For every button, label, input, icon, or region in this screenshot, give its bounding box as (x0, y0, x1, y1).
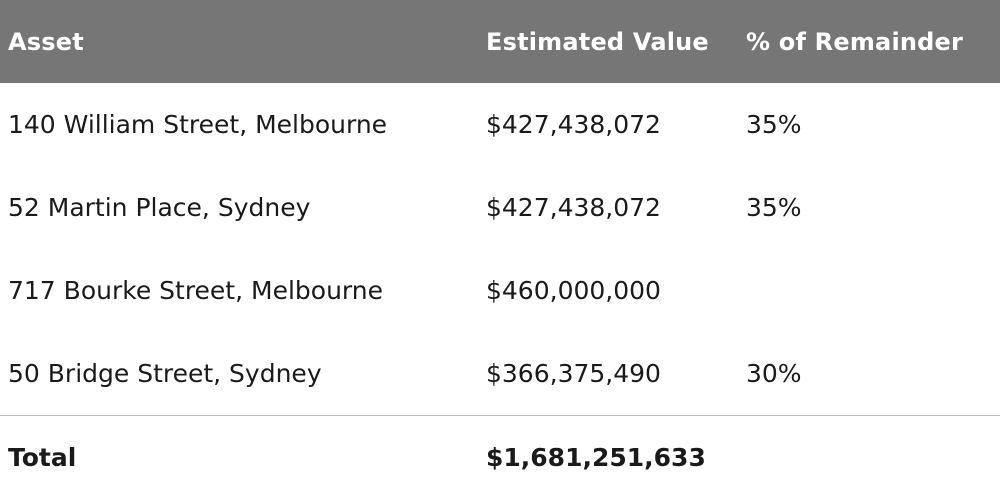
header-estimated-value: Estimated Value (486, 27, 709, 56)
percent-cell: 35% (746, 110, 802, 139)
header-asset: Asset (8, 27, 84, 56)
value-cell: $427,438,072 (486, 110, 661, 139)
table-row: 140 William Street, Melbourne $427,438,0… (0, 83, 1000, 166)
value-cell: $427,438,072 (486, 193, 661, 222)
asset-cell: 52 Martin Place, Sydney (8, 193, 311, 222)
table-row: 50 Bridge Street, Sydney $366,375,490 30… (0, 332, 1000, 415)
percent-cell: 35% (746, 193, 802, 222)
table-header-row: Asset Estimated Value % of Remainder (0, 0, 1000, 83)
header-percent-of-remainder: % of Remainder (746, 27, 964, 56)
total-label: Total (8, 443, 77, 472)
total-value: $1,681,251,633 (486, 443, 706, 472)
value-cell: $366,375,490 (486, 359, 661, 388)
asset-cell: 50 Bridge Street, Sydney (8, 359, 322, 388)
asset-cell: 717 Bourke Street, Melbourne (8, 276, 383, 305)
table-row: 52 Martin Place, Sydney $427,438,072 35% (0, 166, 1000, 249)
table-total-row: Total $1,681,251,633 (0, 415, 1000, 499)
percent-cell: 30% (746, 359, 802, 388)
asset-cell: 140 William Street, Melbourne (8, 110, 388, 139)
table-row: 717 Bourke Street, Melbourne $460,000,00… (0, 249, 1000, 332)
value-cell: $460,000,000 (486, 276, 661, 305)
